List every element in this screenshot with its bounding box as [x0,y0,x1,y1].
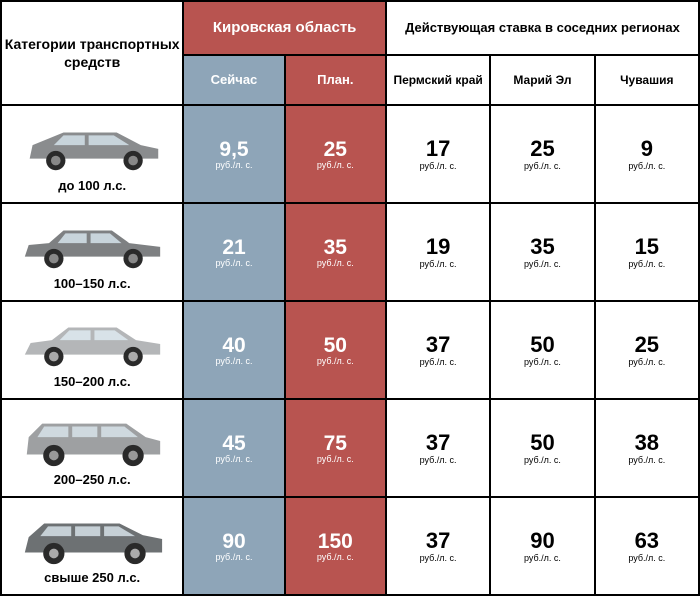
rate-plan: 35руб./л. с. [285,203,386,301]
category-label: 150–200 л.с. [4,374,180,389]
car-icon [15,118,170,176]
subheader-mari: Марий Эл [490,55,594,105]
table-row: свыше 250 л.с. 90руб./л. с. 150руб./л. с… [1,497,699,595]
rate-chuv: 38руб./л. с. [595,399,699,497]
rate-plan: 25руб./л. с. [285,105,386,203]
category-label: свыше 250 л.с. [4,570,180,585]
car-icon [15,216,170,274]
category-label: 100–150 л.с. [4,276,180,291]
rate-perm: 17руб./л. с. [386,105,490,203]
subheader-perm: Пермский край [386,55,490,105]
rate-now: 40руб./л. с. [183,301,284,399]
rate-perm: 19руб./л. с. [386,203,490,301]
car-icon [15,412,170,470]
rate-mari: 90руб./л. с. [490,497,594,595]
category-cell: 100–150 л.с. [1,203,183,301]
table-row: 200–250 л.с. 45руб./л. с. 75руб./л. с. 3… [1,399,699,497]
rate-perm: 37руб./л. с. [386,399,490,497]
rate-now: 45руб./л. с. [183,399,284,497]
rate-plan: 50руб./л. с. [285,301,386,399]
rate-mari: 50руб./л. с. [490,301,594,399]
category-cell: до 100 л.с. [1,105,183,203]
rate-chuv: 9руб./л. с. [595,105,699,203]
rate-perm: 37руб./л. с. [386,301,490,399]
tax-rate-table: Категории транспортных средств Кировская… [0,0,700,596]
subheader-chuv: Чувашия [595,55,699,105]
rate-now: 21руб./л. с. [183,203,284,301]
rate-chuv: 25руб./л. с. [595,301,699,399]
table-row: 100–150 л.с. 21руб./л. с. 35руб./л. с. 1… [1,203,699,301]
rate-now: 9,5руб./л. с. [183,105,284,203]
category-cell: свыше 250 л.с. [1,497,183,595]
category-label: до 100 л.с. [4,178,180,193]
rate-perm: 37руб./л. с. [386,497,490,595]
header-kirov: Кировская область [183,1,386,55]
category-cell: 150–200 л.с. [1,301,183,399]
rate-chuv: 63руб./л. с. [595,497,699,595]
rate-chuv: 15руб./л. с. [595,203,699,301]
category-label: 200–250 л.с. [4,472,180,487]
header-neighbors: Действующая ставка в соседних регионах [386,1,699,55]
car-icon [15,314,170,372]
subheader-plan: План. [285,55,386,105]
table-row: 150–200 л.с. 40руб./л. с. 50руб./л. с. 3… [1,301,699,399]
rate-mari: 25руб./л. с. [490,105,594,203]
subheader-now: Сейчас [183,55,284,105]
header-category: Категории транспортных средств [1,1,183,105]
rate-plan: 75руб./л. с. [285,399,386,497]
table-row: до 100 л.с. 9,5руб./л. с. 25руб./л. с. 1… [1,105,699,203]
rate-now: 90руб./л. с. [183,497,284,595]
car-icon [15,510,170,568]
category-cell: 200–250 л.с. [1,399,183,497]
rate-plan: 150руб./л. с. [285,497,386,595]
rate-mari: 35руб./л. с. [490,203,594,301]
rate-mari: 50руб./л. с. [490,399,594,497]
